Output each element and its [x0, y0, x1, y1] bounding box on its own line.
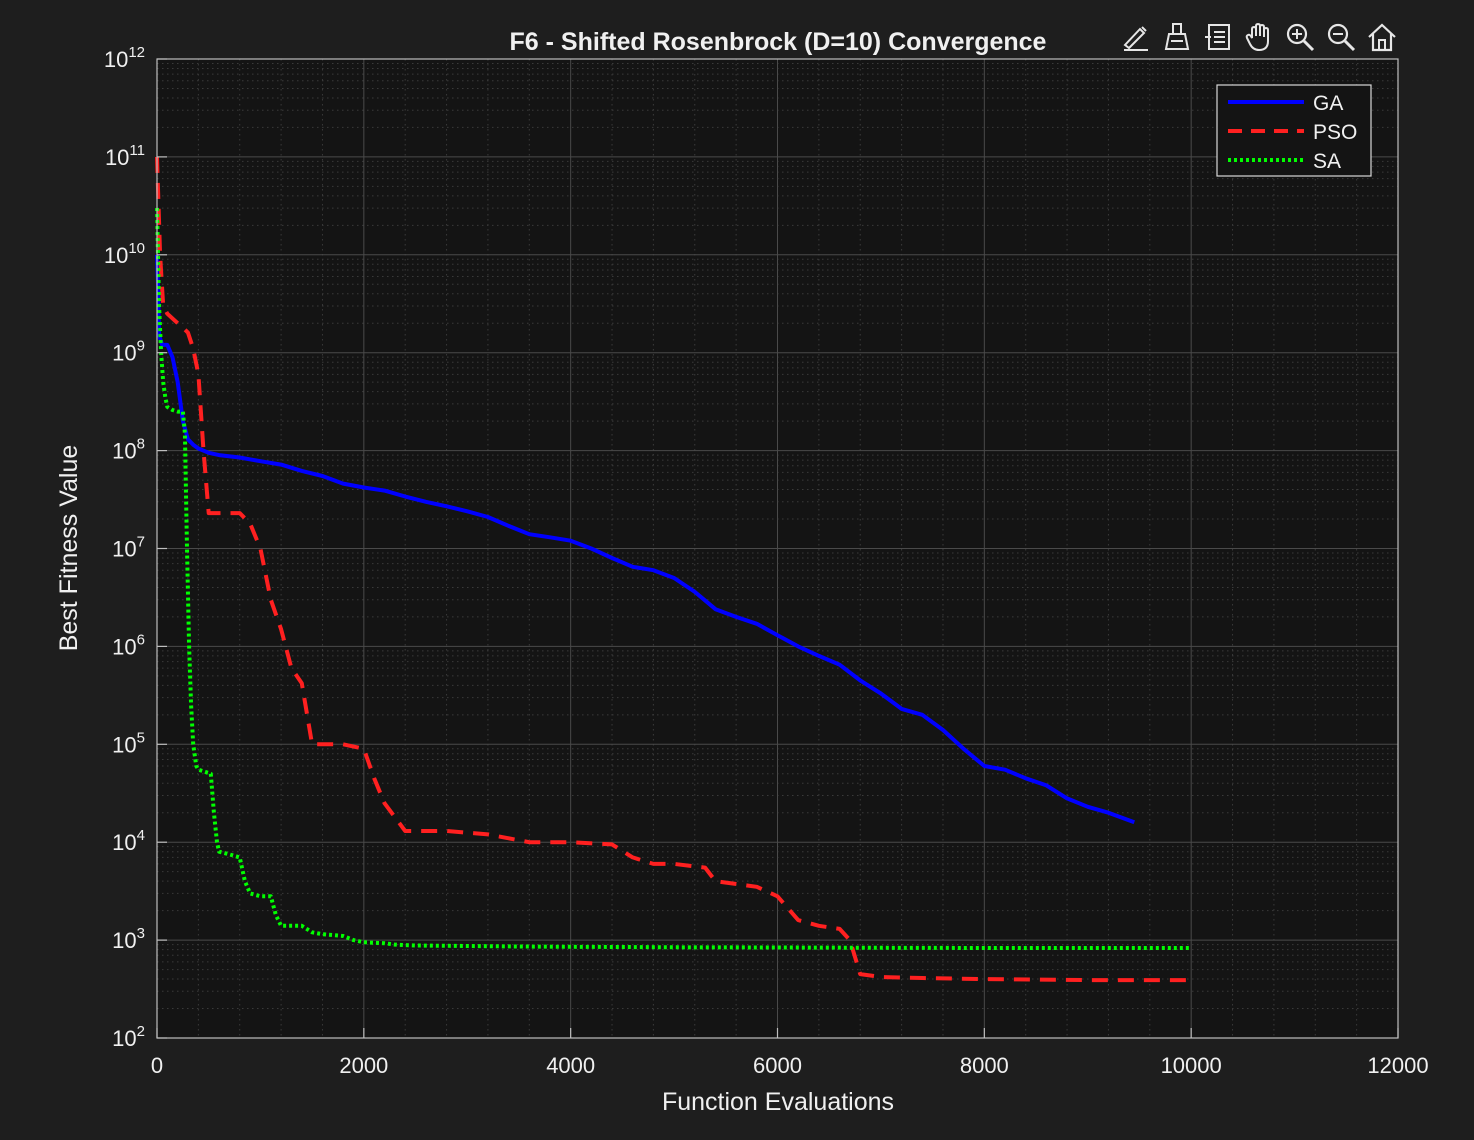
home-icon	[1368, 23, 1396, 52]
brush-button[interactable]	[1159, 18, 1195, 56]
series-line-sa	[155, 208, 1192, 950]
chart-title: F6 - Shifted Rosenbrock (D=10) Convergen…	[510, 28, 1047, 56]
y-tick-label: 107	[112, 534, 145, 562]
axes-toolbar	[1118, 18, 1400, 56]
x-tick-label: 12000	[1367, 1053, 1428, 1078]
home-button[interactable]	[1364, 18, 1400, 56]
legend-label-ga: GA	[1313, 92, 1343, 115]
datatip-icon	[1205, 24, 1230, 50]
pan-icon	[1245, 22, 1269, 52]
series-group	[155, 156, 1192, 983]
zoom-in-icon	[1286, 23, 1315, 52]
x-tick-label: 8000	[960, 1053, 1009, 1078]
series-line-pso	[155, 156, 1192, 983]
zoom-out-icon	[1327, 23, 1356, 52]
y-tick-label: 104	[112, 827, 145, 855]
x-axis-label: Function Evaluations	[662, 1088, 894, 1116]
y-axis-label: Best Fitness Value	[55, 445, 83, 652]
y-tick-label: 1011	[105, 142, 145, 170]
brush-icon	[1164, 23, 1190, 50]
edit-icon	[1123, 26, 1148, 51]
zoom-in-button[interactable]	[1282, 18, 1318, 56]
y-tick-label: 105	[112, 729, 145, 757]
y-tick-label: 1010	[104, 240, 145, 268]
y-tick-label: 108	[112, 436, 145, 464]
grid	[157, 58, 1398, 1039]
legend[interactable]: GA PSO SA	[1216, 84, 1372, 177]
datatip-button[interactable]	[1200, 18, 1236, 56]
x-tick-label: 6000	[753, 1053, 802, 1078]
ticks: 102 103 104 105 106 107 108 109 1010 1011 1012 0 200…	[104, 44, 1429, 1078]
zoom-out-button[interactable]	[1323, 18, 1359, 56]
y-tick-label: 102	[112, 1023, 145, 1051]
y-tick-label: 1012	[104, 44, 145, 72]
y-tick-label: 103	[112, 925, 145, 953]
x-tick-label: 10000	[1161, 1053, 1222, 1078]
x-tick-label: 4000	[546, 1053, 595, 1078]
legend-label-pso: PSO	[1313, 121, 1357, 144]
series-line-ga	[155, 254, 1135, 825]
pan-button[interactable]	[1241, 18, 1277, 56]
edit-button[interactable]	[1118, 18, 1154, 56]
y-tick-label: 109	[112, 338, 145, 366]
y-tick-label: 106	[112, 631, 145, 659]
legend-label-sa: SA	[1313, 150, 1341, 173]
x-tick-label: 2000	[339, 1053, 388, 1078]
x-tick-label: 0	[151, 1053, 163, 1078]
